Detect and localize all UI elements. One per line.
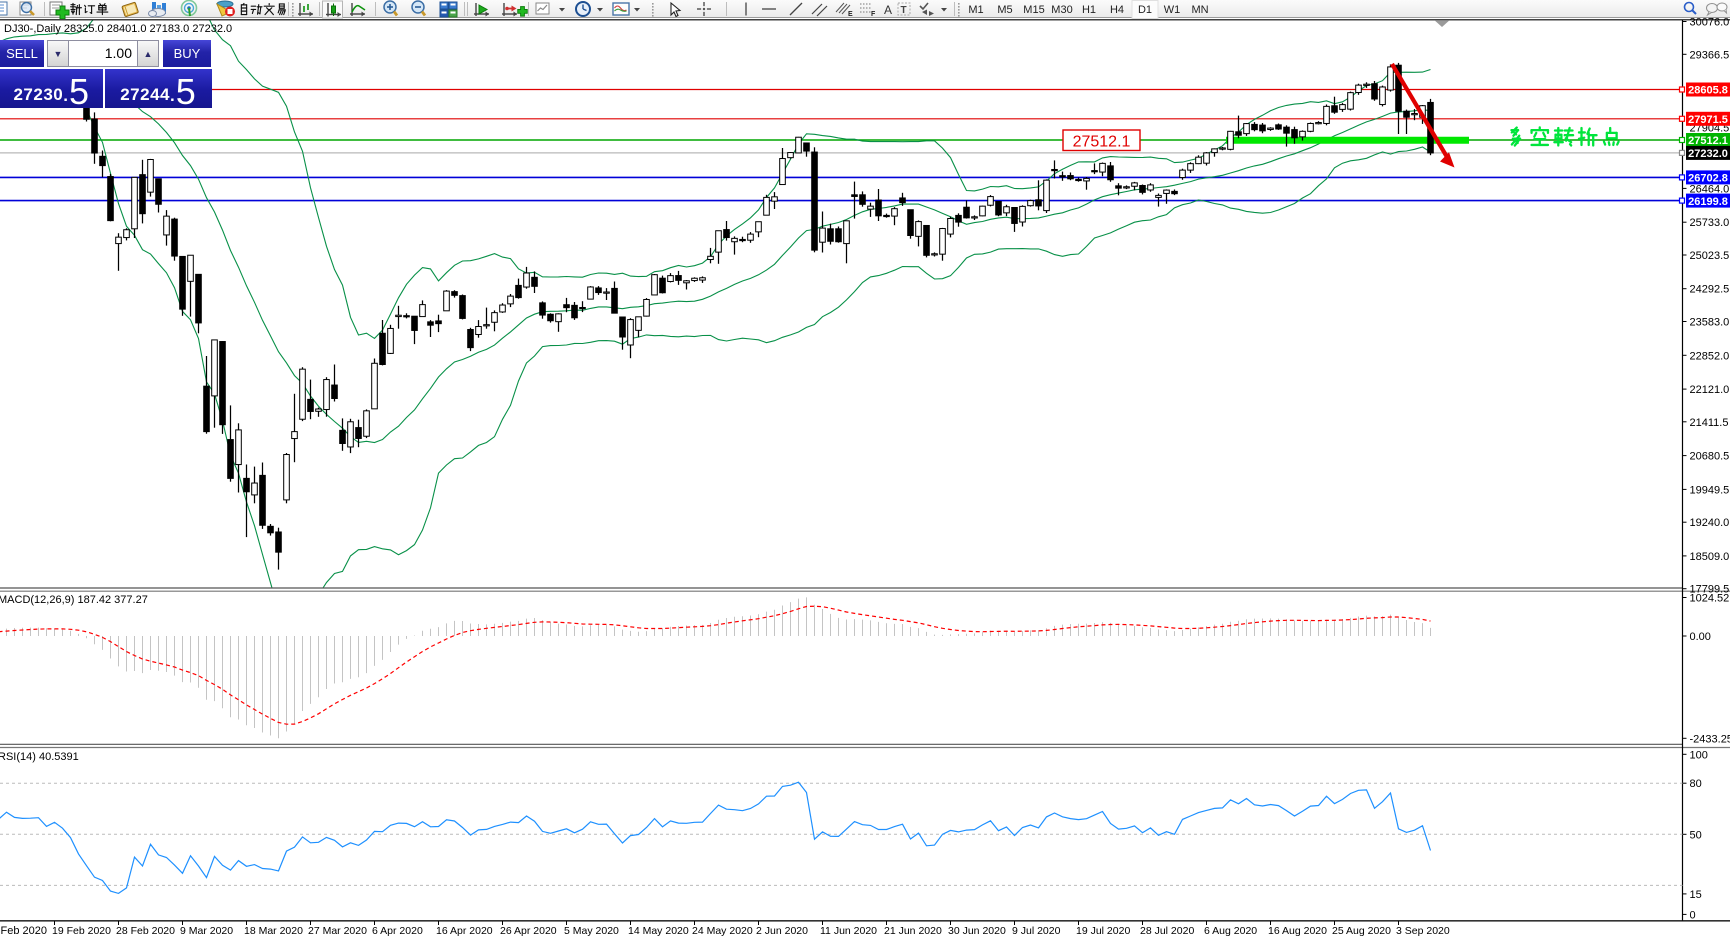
svg-text:3 Sep 2020: 3 Sep 2020: [1396, 925, 1450, 937]
svg-text:A: A: [884, 3, 892, 17]
svg-text:M5: M5: [997, 4, 1012, 16]
svg-text:27232.0: 27232.0: [1688, 148, 1728, 160]
svg-text:24292.5: 24292.5: [1690, 284, 1730, 296]
svg-text:9 Mar 2020: 9 Mar 2020: [180, 925, 233, 937]
svg-text:29366.5: 29366.5: [1690, 49, 1730, 61]
svg-text:0: 0: [1690, 909, 1696, 921]
svg-text:27512.1: 27512.1: [1073, 134, 1131, 151]
svg-text:F: F: [871, 11, 876, 18]
svg-text:W1: W1: [1164, 4, 1181, 16]
svg-text:17799.5: 17799.5: [1690, 584, 1730, 596]
svg-text:5 May 2020: 5 May 2020: [564, 925, 619, 937]
svg-text:M1: M1: [968, 4, 983, 16]
svg-text:15: 15: [1690, 889, 1702, 901]
svg-text:19240.0: 19240.0: [1690, 517, 1730, 529]
svg-text:D1: D1: [1138, 4, 1152, 16]
svg-text:-2433.25: -2433.25: [1690, 733, 1730, 745]
svg-text:2 Jun 2020: 2 Jun 2020: [756, 925, 808, 937]
svg-text:27 Mar 2020: 27 Mar 2020: [308, 925, 367, 937]
svg-text:21 Jun 2020: 21 Jun 2020: [884, 925, 942, 937]
svg-text:25733.0: 25733.0: [1690, 217, 1730, 229]
svg-text:25 Aug 2020: 25 Aug 2020: [1332, 925, 1391, 937]
svg-text:H1: H1: [1082, 4, 1096, 16]
svg-text:28605.8: 28605.8: [1688, 85, 1728, 97]
svg-text:DJ30-,Daily 28325.0 28401.0 2: DJ30-,Daily 28325.0 28401.0 27183.0 2723…: [4, 23, 232, 35]
svg-text:19949.5: 19949.5: [1690, 484, 1730, 496]
svg-text:M30: M30: [1051, 4, 1072, 16]
svg-text:28 Jul 2020: 28 Jul 2020: [1140, 925, 1194, 937]
svg-text:22121.0: 22121.0: [1690, 384, 1730, 396]
svg-text:30 Jun 2020: 30 Jun 2020: [948, 925, 1006, 937]
svg-text:20680.5: 20680.5: [1690, 451, 1730, 463]
svg-text:28 Feb 2020: 28 Feb 2020: [116, 925, 175, 937]
svg-text:26702.8: 26702.8: [1688, 173, 1728, 185]
svg-text:18 Mar 2020: 18 Mar 2020: [244, 925, 303, 937]
svg-text:26464.0: 26464.0: [1690, 183, 1730, 195]
svg-text:Feb 2020: Feb 2020: [1, 925, 47, 937]
svg-text:27512.1: 27512.1: [1688, 135, 1728, 147]
svg-text:16 Aug 2020: 16 Aug 2020: [1268, 925, 1327, 937]
svg-text:19 Jul 2020: 19 Jul 2020: [1076, 925, 1130, 937]
svg-text:MN: MN: [1191, 4, 1208, 16]
svg-text:RSI(14) 40.5391: RSI(14) 40.5391: [0, 751, 79, 763]
svg-text:100: 100: [1690, 749, 1708, 761]
svg-text:18509.0: 18509.0: [1690, 551, 1730, 563]
svg-text:1024.52: 1024.52: [1690, 593, 1730, 605]
svg-text:11 Jun 2020: 11 Jun 2020: [820, 925, 877, 937]
svg-text:50: 50: [1690, 829, 1702, 841]
svg-text:80: 80: [1690, 778, 1702, 790]
svg-text:M15: M15: [1023, 4, 1044, 16]
svg-text:26199.8: 26199.8: [1688, 196, 1728, 208]
svg-text:T: T: [901, 5, 907, 16]
svg-text:25023.5: 25023.5: [1690, 250, 1730, 262]
svg-text:6 Apr 2020: 6 Apr 2020: [372, 925, 423, 937]
svg-text:19 Feb 2020: 19 Feb 2020: [52, 925, 111, 937]
svg-text:16 Apr 2020: 16 Apr 2020: [436, 925, 493, 937]
svg-text:H4: H4: [1110, 4, 1124, 16]
svg-text:27971.5: 27971.5: [1688, 114, 1728, 126]
svg-text:E: E: [848, 11, 853, 18]
svg-text:9 Jul 2020: 9 Jul 2020: [1012, 925, 1061, 937]
svg-text:21411.5: 21411.5: [1690, 417, 1729, 429]
svg-text:24 May 2020: 24 May 2020: [692, 925, 753, 937]
svg-text:6 Aug 2020: 6 Aug 2020: [1204, 925, 1257, 937]
svg-text:14 May 2020: 14 May 2020: [628, 925, 689, 937]
svg-text:22852.0: 22852.0: [1690, 350, 1730, 362]
svg-text:MACD(12,26,9) 187.42 377.27: MACD(12,26,9) 187.42 377.27: [0, 594, 148, 606]
svg-text:26 Apr 2020: 26 Apr 2020: [500, 925, 557, 937]
svg-text:0.00: 0.00: [1690, 631, 1711, 643]
svg-text:30076.0: 30076.0: [1690, 17, 1730, 29]
svg-text:23583.0: 23583.0: [1690, 317, 1730, 329]
